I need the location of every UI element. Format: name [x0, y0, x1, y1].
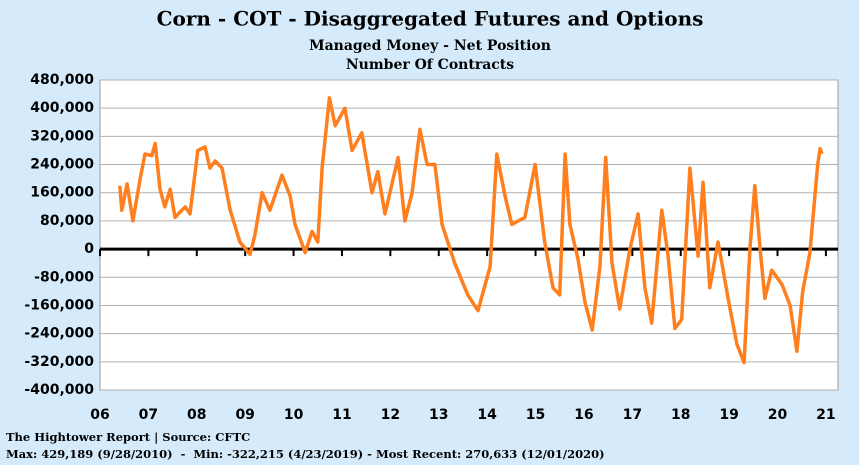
- x-tick-label: 10: [284, 407, 304, 423]
- x-tick-label: 09: [235, 407, 254, 423]
- x-tick-label: 17: [623, 407, 642, 423]
- x-tick-label: 19: [719, 407, 738, 423]
- x-tick-label: 07: [139, 407, 158, 423]
- y-tick-label: -80,000: [34, 269, 94, 285]
- x-tick-label: 13: [429, 407, 448, 423]
- x-tick-label: 14: [477, 407, 497, 423]
- note: Max: 429,189 (9/28/2010) - Min: -322,215…: [6, 447, 605, 461]
- x-tick-label: 15: [526, 407, 545, 423]
- chart-title: Corn - COT - Disaggregated Futures and O…: [157, 7, 704, 31]
- y-tick-label: 160,000: [30, 185, 94, 201]
- y-tick-label: 480,000: [30, 72, 94, 88]
- x-tick-label: 21: [816, 407, 835, 423]
- source: The Hightower Report | Source: CFTC: [6, 430, 250, 444]
- chart-subtitle: Number Of Contracts: [346, 57, 514, 73]
- x-tick-label: 08: [187, 407, 206, 423]
- y-tick-label: -160,000: [24, 297, 94, 313]
- x-tick-label: 11: [332, 407, 351, 423]
- plot-area: [99, 79, 839, 391]
- y-tick-label: 400,000: [30, 100, 94, 116]
- x-tick-label: 06: [90, 407, 109, 423]
- y-tick-label: 320,000: [30, 128, 94, 144]
- y-tick-label: -320,000: [24, 354, 94, 370]
- x-tick-label: 16: [574, 407, 593, 423]
- y-tick-label: 0: [84, 241, 94, 257]
- y-tick-label: -240,000: [24, 326, 94, 342]
- data-line: [118, 96, 824, 365]
- chart-subtitle: Managed Money - Net Position: [309, 38, 551, 54]
- y-tick-label: -400,000: [24, 382, 94, 398]
- x-tick-label: 12: [381, 407, 400, 423]
- y-tick-label: 80,000: [40, 213, 94, 229]
- y-tick-label: 240,000: [30, 157, 94, 173]
- x-tick-label: 20: [768, 407, 788, 423]
- x-tick-label: 18: [671, 407, 690, 423]
